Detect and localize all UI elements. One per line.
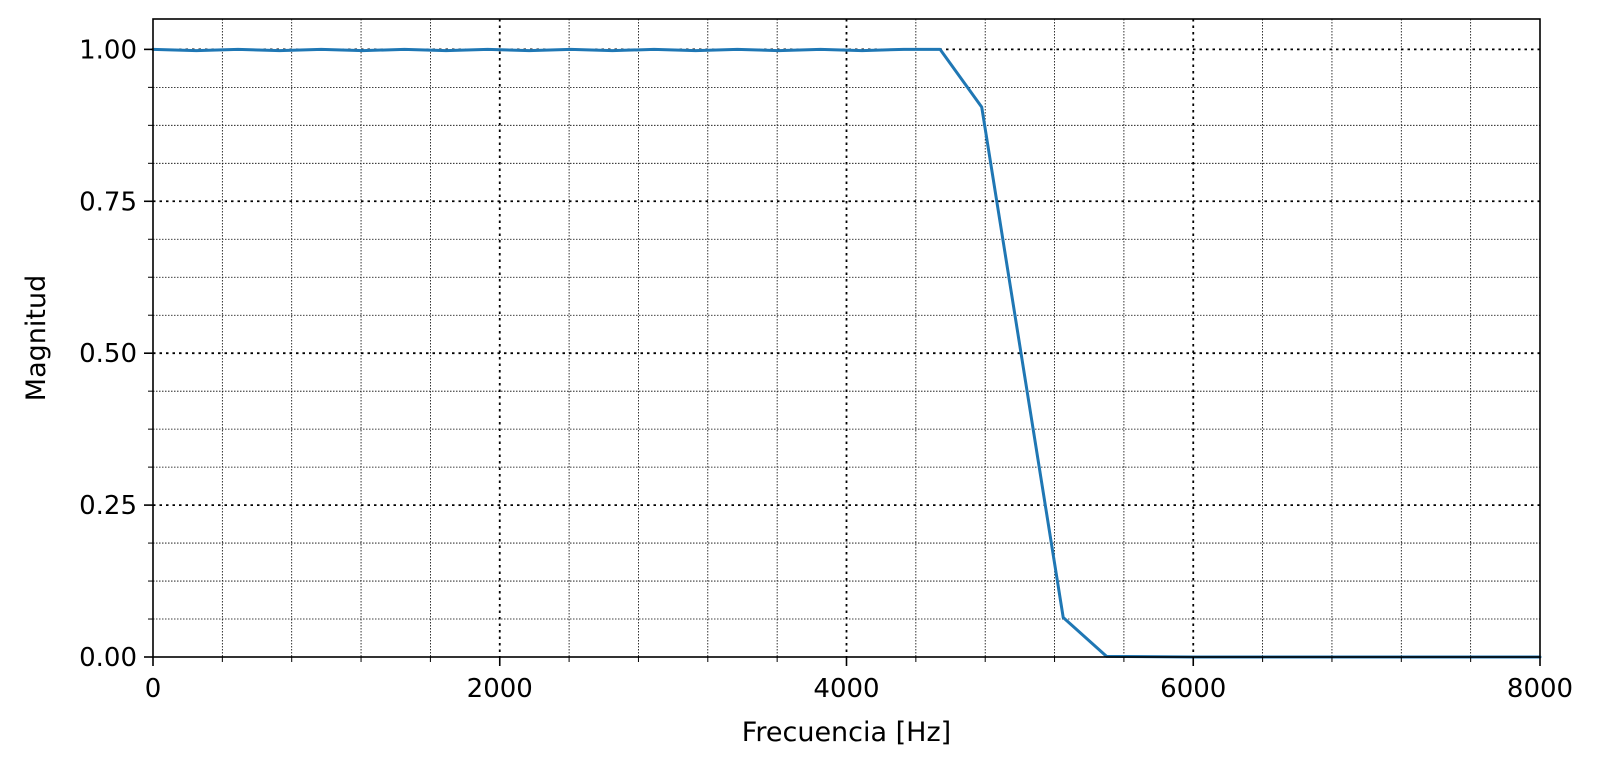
x-tick-label: 2000 (467, 674, 533, 704)
x-axis-ticks: 0 2000 4000 6000 8000 (145, 657, 1573, 704)
y-tick-label: 1.00 (79, 35, 137, 65)
y-axis-ticks: 0.00 0.25 0.50 0.75 1.00 (79, 35, 153, 673)
y-tick-label: 0.50 (79, 339, 137, 369)
major-grid (153, 19, 1540, 657)
y-axis-title: Magnitud (21, 275, 52, 401)
x-tick-label: 4000 (813, 674, 879, 704)
minor-grid (153, 19, 1540, 657)
x-tick-label: 8000 (1507, 674, 1573, 704)
y-tick-label: 0.00 (79, 643, 137, 673)
x-tick-label: 6000 (1160, 674, 1226, 704)
y-tick-label: 0.25 (79, 491, 137, 521)
series-line (151, 47, 1542, 659)
x-tick-label: 0 (145, 674, 162, 704)
x-axis-title: Frecuencia [Hz] (742, 717, 951, 748)
y-tick-label: 0.75 (79, 187, 137, 217)
series-layer (151, 47, 1542, 659)
